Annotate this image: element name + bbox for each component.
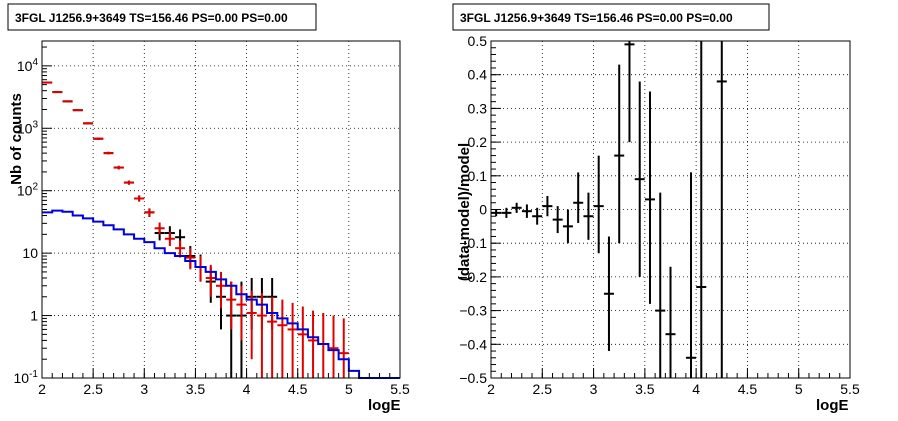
residual-y-tick-label: −0.4 — [459, 336, 487, 352]
residual-title: 3FGL J1256.9+3649 TS=156.46 PS=0.00 PS=0… — [460, 11, 733, 25]
counts-series — [42, 81, 400, 379]
residual-y-tick-label: 0.1 — [468, 168, 488, 184]
residual-series-0-point — [644, 91, 655, 304]
residual-series-0-point — [552, 206, 563, 234]
residual-series-0-point — [665, 266, 676, 378]
counts-grid — [42, 41, 400, 378]
residual-x-tick-label: 3.5 — [635, 381, 655, 397]
counts-panel: 3FGL J1256.9+3649 TS=156.46 PS=0.00 PS=0… — [7, 3, 410, 414]
residual-x-tick-label: 2 — [487, 381, 495, 397]
residual-y-tick-label: −0.3 — [459, 303, 487, 319]
residual-x-tick-label: 4 — [692, 381, 700, 397]
counts-x-tick-label: 4 — [243, 381, 251, 397]
counts-series-1-point — [226, 281, 237, 330]
residual-y-tick-label: −0.2 — [459, 269, 487, 285]
residual-x-tick-label: 3 — [590, 381, 598, 397]
counts-series-1-point — [246, 290, 257, 360]
counts-series-1-point — [134, 195, 145, 202]
residual-y-axis-label: (data-model)/model — [456, 143, 473, 281]
counts-series-1-point — [277, 299, 288, 378]
counts-x-tick-label: 4.5 — [288, 381, 308, 397]
residual-x-tick-label: 2.5 — [533, 381, 553, 397]
counts-x-tick-label: 3.5 — [186, 381, 206, 397]
residual-series-0-point — [562, 209, 573, 244]
counts-title-box — [7, 3, 317, 31]
residual-series-0-point — [593, 155, 604, 254]
residual-series-0-point — [521, 204, 532, 218]
residual-y-tick-label: 0.4 — [468, 67, 488, 83]
counts-y-tick-label: 10 — [22, 245, 38, 261]
residual-x-tick-label: 5.5 — [840, 381, 860, 397]
residual-series-0-point — [634, 81, 645, 277]
counts-series-1-point — [205, 264, 216, 297]
residual-title-box — [452, 3, 770, 31]
counts-series-1-point — [267, 296, 278, 378]
counts-series-1-point — [103, 151, 114, 155]
residual-y-tick-label: 0 — [479, 202, 487, 218]
counts-series-1-point — [72, 109, 83, 112]
residual-y-tick-label: 0.5 — [468, 33, 488, 49]
counts-x-tick-label: 2.5 — [83, 381, 103, 397]
counts-series-1-point — [256, 292, 267, 378]
counts-series-1-point — [185, 248, 196, 270]
counts-series-1-point — [328, 315, 339, 378]
residual-grid — [491, 41, 850, 378]
residual-series-0-point — [491, 209, 502, 217]
counts-series-1-point — [62, 100, 73, 103]
counts-series-1-point — [338, 318, 349, 378]
counts-series-1-point — [52, 91, 63, 94]
residual-x-tick-label: 5 — [795, 381, 803, 397]
counts-x-axis-label: logE — [368, 397, 401, 414]
counts-series-1-point — [154, 222, 165, 235]
residual-series-0-point — [696, 41, 707, 378]
residual-series-0-point — [655, 192, 666, 378]
counts-series-1-point — [113, 165, 124, 170]
residual-series-0-point — [532, 207, 543, 225]
residual-y-tick-label: 0.3 — [468, 100, 488, 116]
counts-x-tick-label: 2 — [38, 381, 46, 397]
residual-y-tick-label: −0.1 — [459, 235, 487, 251]
counts-x-tick-label: 3 — [140, 381, 148, 397]
residual-series-0-point — [583, 192, 594, 240]
counts-model-step-line — [42, 209, 400, 379]
counts-x-tick-label: 5 — [345, 381, 353, 397]
residual-series-0-point — [614, 64, 625, 244]
counts-title: 3FGL J1256.9+3649 TS=156.46 PS=0.00 PS=0… — [15, 11, 288, 25]
counts-series-1-point — [308, 310, 319, 378]
residual-y-tick-label: 0.2 — [468, 134, 488, 150]
counts-series-1-point — [93, 137, 104, 140]
counts-series-1-point — [164, 231, 175, 247]
residual-series-0-point — [542, 196, 553, 217]
residual-series-0-point — [686, 172, 697, 378]
residual-series-0-point — [624, 41, 635, 143]
residual-series-0-point — [603, 236, 614, 352]
residual-series — [491, 41, 727, 378]
counts-series-1-point — [297, 306, 308, 378]
residual-panel: 3FGL J1256.9+3649 TS=156.46 PS=0.00 PS=0… — [452, 3, 860, 414]
residual-series-0-point — [716, 41, 727, 378]
counts-y-tick-label: 1 — [30, 308, 38, 324]
residual-series-0-point — [511, 202, 522, 213]
counts-series-1-point — [216, 271, 226, 309]
residual-x-axis-label: logE — [816, 397, 849, 414]
counts-series-1-point — [175, 240, 186, 258]
counts-series-1-point — [42, 81, 53, 84]
residual-x-tick-label: 4.5 — [738, 381, 758, 397]
residual-y-tick-label: −0.5 — [459, 370, 487, 386]
counts-series-1-point — [123, 180, 134, 185]
counts-series-1-point — [144, 208, 155, 217]
counts-x-tick-label: 5.5 — [390, 381, 410, 397]
counts-series-1-point — [83, 122, 94, 125]
counts-y-axis-label: Nb of counts — [8, 93, 25, 185]
residual-series-0-point — [573, 172, 584, 223]
residual-series-0-point — [501, 207, 512, 218]
residual-axes: 2 2.5 3 3.5 4 4.5 5 5.5 −0.5 −0.4 −0.3 −0.2 −0.1 0 0.1… — [459, 33, 860, 397]
counts-series-1-point — [287, 302, 298, 378]
